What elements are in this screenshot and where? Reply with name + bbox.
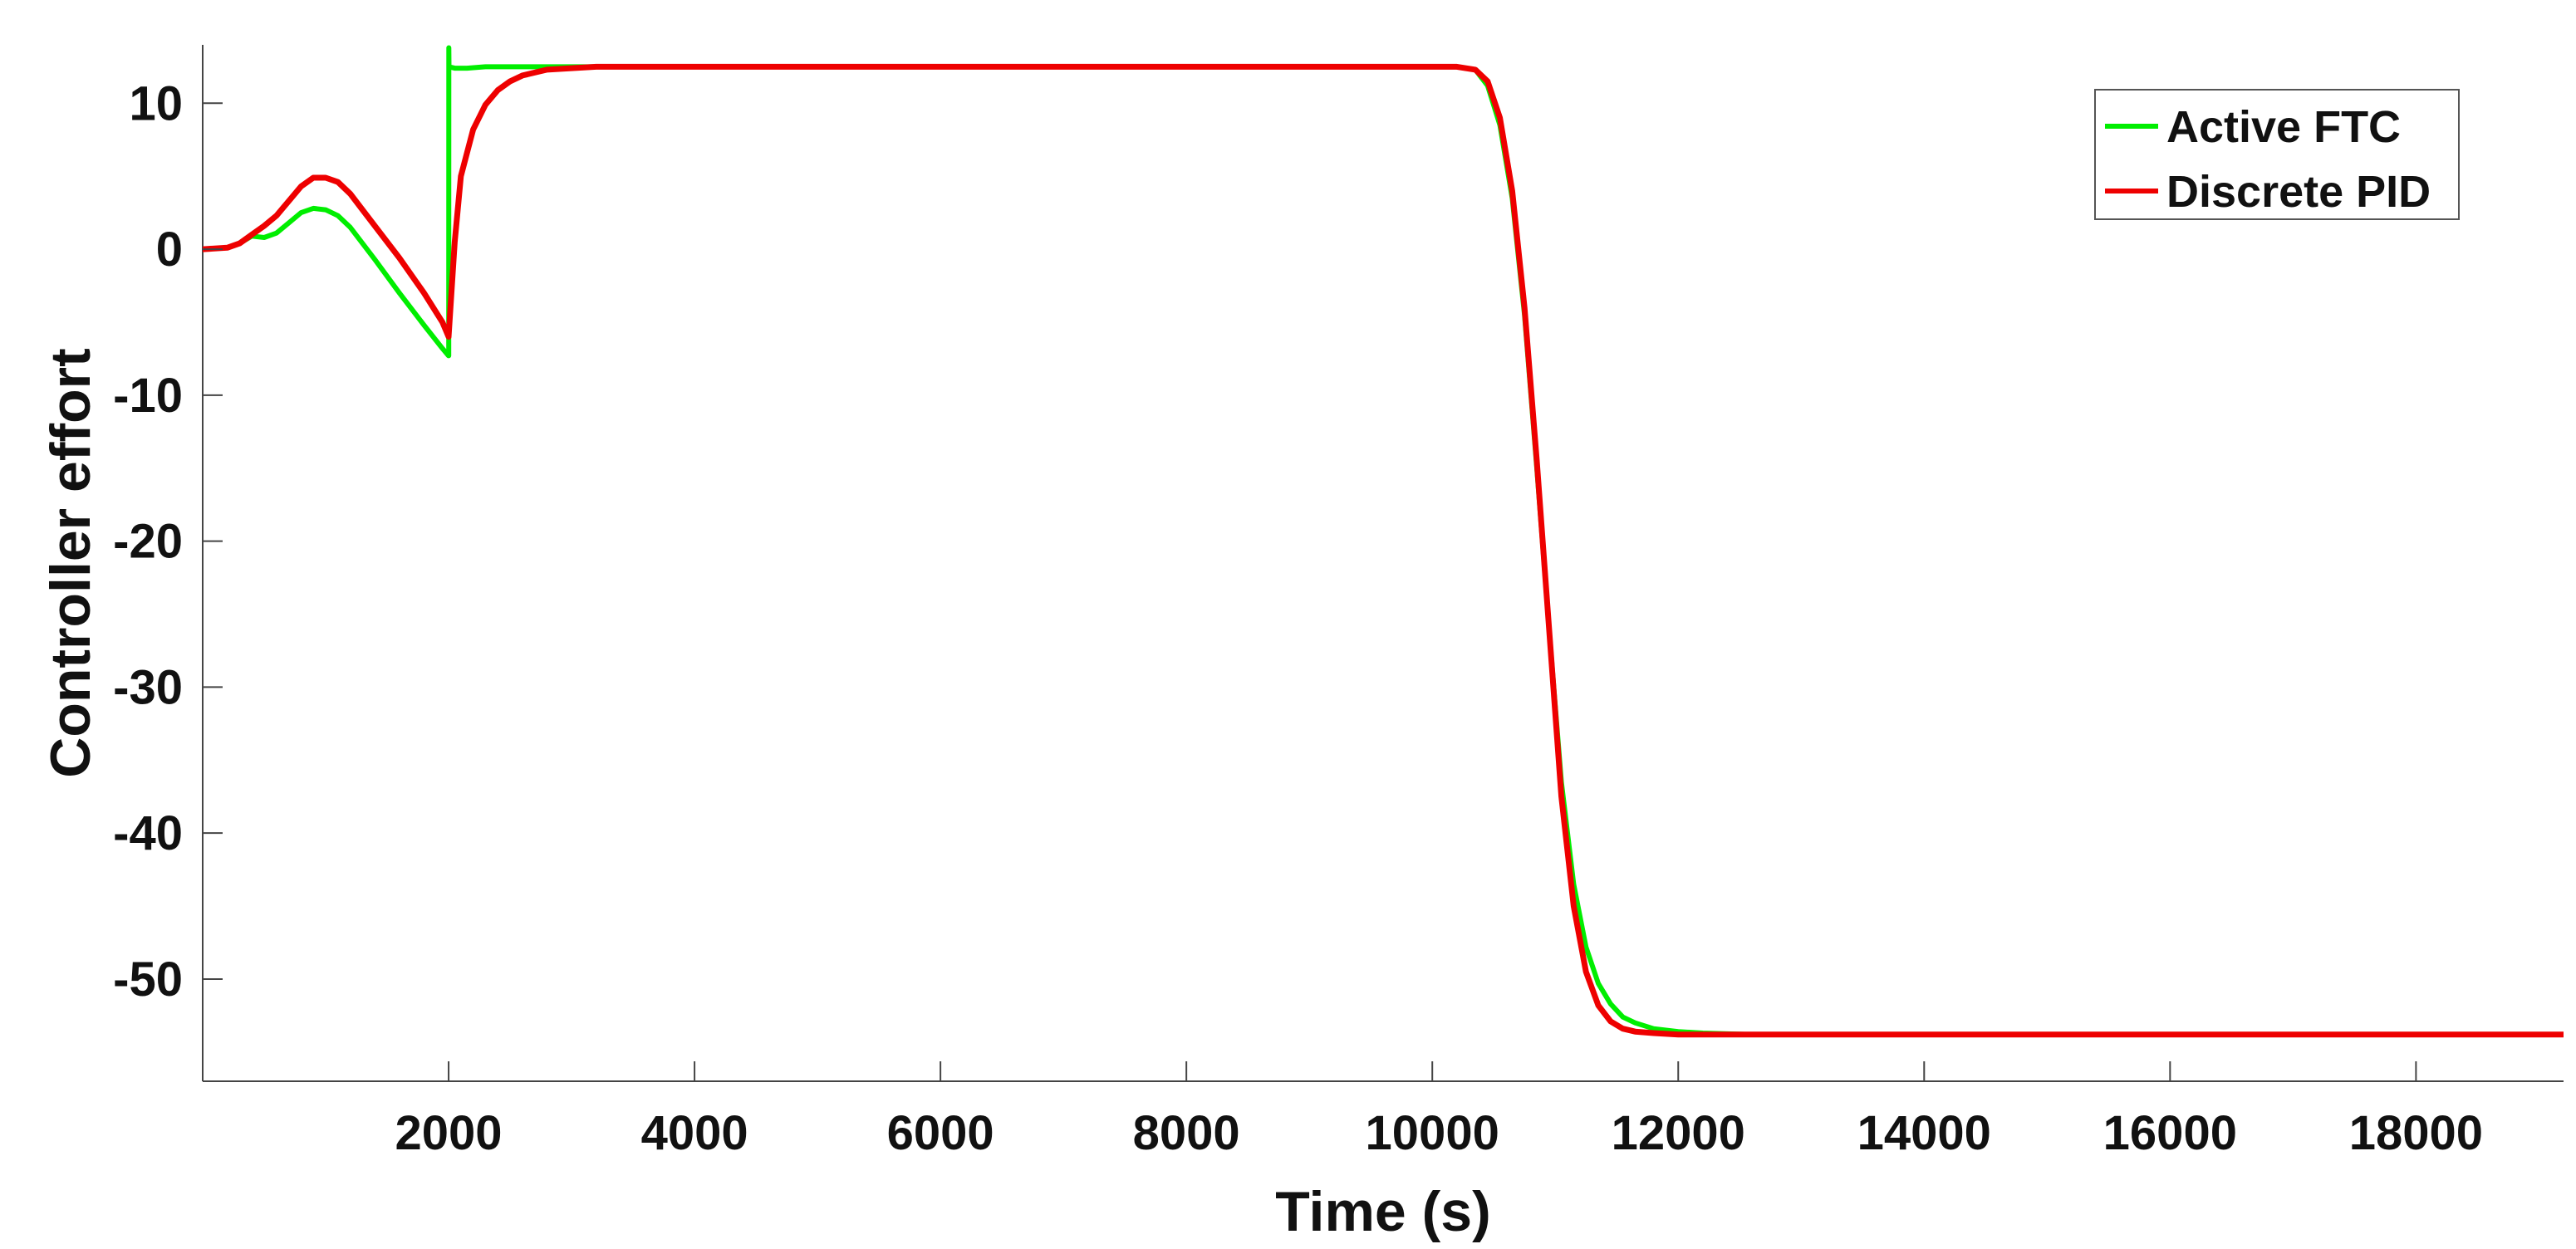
y-tick-label: -40	[113, 806, 183, 860]
legend: Active FTC Discrete PID	[2094, 89, 2460, 220]
x-axis-title: Time (s)	[1275, 1180, 1490, 1243]
x-tick-label: 8000	[1133, 1106, 1240, 1160]
y-tick-label: -10	[113, 369, 183, 423]
series-line-discrete-pid	[203, 63, 2564, 1038]
x-tick-label: 2000	[395, 1106, 503, 1160]
series-layer	[203, 45, 2564, 1038]
legend-label-discrete-pid: Discrete PID	[2166, 167, 2431, 217]
legend-box	[2094, 89, 2460, 220]
x-tick-label: 6000	[887, 1106, 994, 1160]
y-tick-label: 10	[129, 76, 183, 130]
series-line-active-ftc	[203, 45, 2564, 1037]
x-tick-label: 14000	[1857, 1106, 1991, 1160]
y-tick-label: -50	[113, 953, 183, 1007]
y-tick-label: -20	[113, 515, 183, 569]
x-tick-label: 12000	[1612, 1106, 1745, 1160]
ticks: 2000 4000 6000 8000 10000 12000 14000 16000 1800…	[113, 76, 2483, 1160]
x-tick-label: 18000	[2349, 1106, 2483, 1160]
y-axis-title: Controller effort	[39, 348, 102, 778]
x-tick-label: 4000	[641, 1106, 748, 1160]
legend-label-active-ftc: Active FTC	[2166, 102, 2401, 152]
x-tick-label: 16000	[2103, 1106, 2237, 1160]
y-tick-label: -30	[113, 660, 183, 714]
x-tick-label: 10000	[1366, 1106, 1499, 1160]
y-tick-label: 0	[156, 223, 183, 277]
